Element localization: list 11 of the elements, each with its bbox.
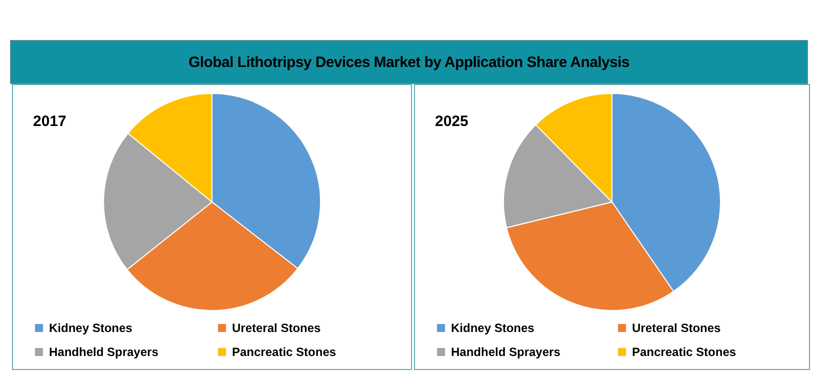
legend-label: Ureteral Stones [232,321,321,335]
legend-label: Pancreatic Stones [632,345,736,359]
legend-label: Kidney Stones [451,321,534,335]
text: 2017 [33,113,66,130]
legend-label: Handheld Sprayers [451,345,560,359]
legend-label: Kidney Stones [49,321,132,335]
legend-label: Handheld Sprayers [49,345,158,359]
text: Global Lithotripsy Devices Market by Application Share Analysis [10,40,808,84]
legend-label: Ureteral Stones [632,321,721,335]
text: 2025 [435,113,468,130]
legend-label: Pancreatic Stones [232,345,336,359]
